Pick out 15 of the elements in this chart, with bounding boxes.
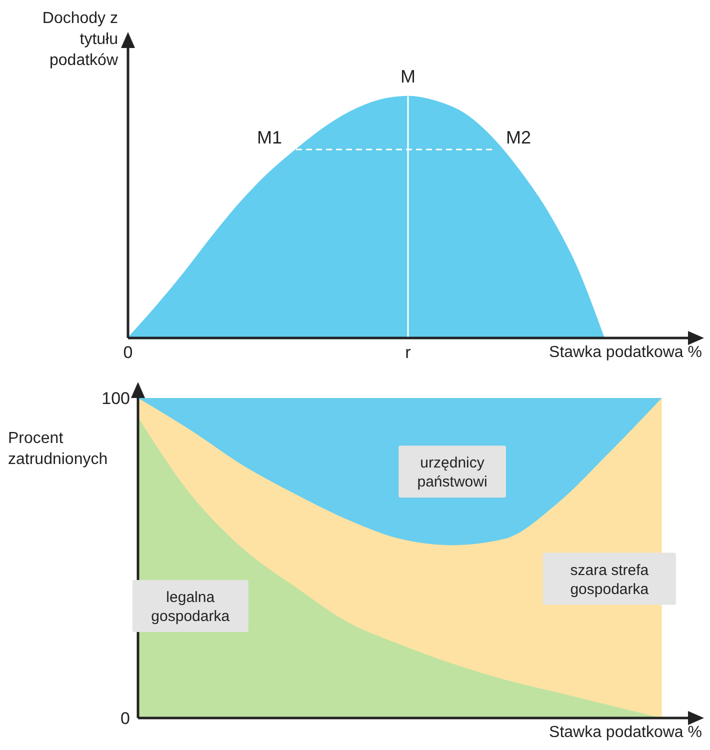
label-box: szara strefa gospodarka — [542, 552, 676, 605]
series-label: urzędnicy państwowi — [417, 454, 488, 491]
label-box: legalna gospodarka — [132, 580, 248, 632]
x-axis-title: Stawka podatkowa % — [549, 724, 702, 742]
annotation: M1 — [256, 128, 282, 148]
label-box: urzędnicy państwowi — [398, 446, 506, 498]
y-axis-title: Procent zatrudnionych — [8, 429, 109, 470]
annotation: M2 — [506, 128, 532, 148]
y-tick-label: 100 — [102, 389, 130, 408]
series-label: legalna gospodarka — [151, 589, 230, 625]
annotation: M — [400, 66, 416, 86]
y-axis-title: Dochody z tytułu podatków — [41, 9, 118, 71]
series-label: szara strefa gospodarka — [570, 562, 650, 598]
x-axis-title: Stawka podatkowa % — [549, 344, 702, 362]
x-tick-label: r — [405, 343, 412, 362]
